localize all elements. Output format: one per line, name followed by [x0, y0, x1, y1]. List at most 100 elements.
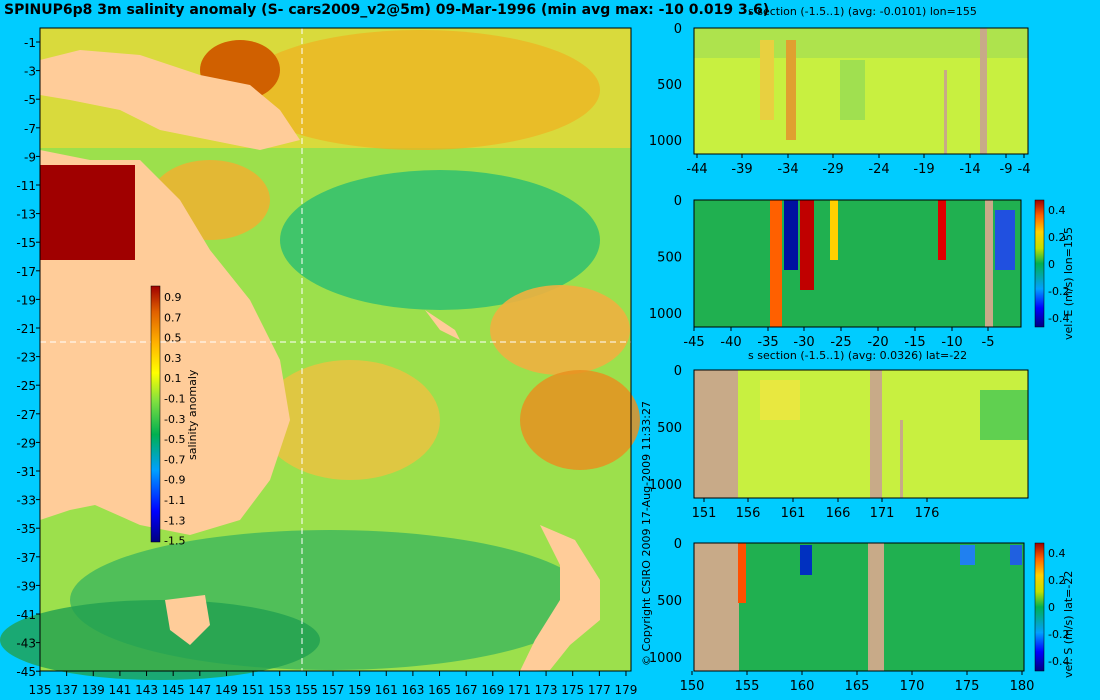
map-y-tick-label: -13: [16, 208, 36, 222]
land-new-guinea: [40, 50, 300, 150]
map-y-tick-label: -7: [24, 122, 36, 136]
section-2-x-tick-label: -30: [793, 335, 814, 350]
map-x-tick-label: 159: [348, 683, 371, 697]
section-1-x-tick-label: -4: [1018, 162, 1031, 177]
map-x-tick-label: 167: [455, 683, 478, 697]
section-4-x-tick-label: 180: [1010, 679, 1035, 694]
section-2-colorbar-tick-label: 0.4: [1048, 204, 1066, 217]
section-3-title: s section (-1.5..1) (avg: 0.0326) lat=-2…: [748, 349, 968, 362]
section-4-y-tick-label: 1000: [649, 651, 682, 666]
salinity-colorbar-tick-label: 0.7: [164, 311, 182, 324]
map-y-tick-label: -41: [16, 608, 36, 622]
section-2-x-tick-label: -40: [720, 335, 741, 350]
map-x-tick-label: 149: [215, 683, 238, 697]
section-1-x-tick-label: -19: [913, 162, 934, 177]
salinity-colorbar-tick-label: -0.1: [164, 393, 185, 406]
salinity-colorbar-tick-label: 0.9: [164, 291, 182, 304]
salinity-colorbar-tick-label: 0.3: [164, 352, 182, 365]
map-y-tick-label: -35: [16, 522, 36, 536]
map-y-tick-label: -5: [24, 93, 36, 107]
section-2-colorbar-tick-label: 0: [1048, 258, 1055, 271]
main-title: SPINUP6p8 3m salinity anomaly (S- cars20…: [4, 2, 770, 18]
map-y-tick-label: -31: [16, 465, 36, 479]
section-2-x-tick-label: -10: [941, 335, 962, 350]
section-1-x-tick-label: -34: [777, 162, 798, 177]
gulf-anomaly: [40, 165, 135, 260]
section-1-y-tick-label: 1000: [649, 134, 682, 149]
section-4-x-tick-label: 175: [955, 679, 980, 694]
salinity-colorbar: [150, 285, 161, 543]
map-y-tick-label: -21: [16, 322, 36, 336]
salinity-colorbar-tick-label: 0.1: [164, 372, 182, 385]
map-y-tick-label: -33: [16, 494, 36, 508]
section-1-title: s section (-1.5..1) (avg: -0.0101) lon=1…: [748, 5, 977, 18]
map-x-tick-label: 175: [561, 683, 584, 697]
map-x-tick-label: 135: [29, 683, 52, 697]
salinity-colorbar-tick-label: -0.3: [164, 413, 185, 426]
section-1-x-tick-label: -39: [731, 162, 752, 177]
section-2-x-tick-label: -45: [683, 335, 704, 350]
map-x-tick-label: 163: [401, 683, 424, 697]
section-1-plot: [693, 27, 1029, 155]
map-x-tick-label: 169: [481, 683, 504, 697]
vel-e-colorbar: [1034, 199, 1045, 328]
map-x-tick-label: 177: [588, 683, 611, 697]
section-1-x-tick-label: -24: [868, 162, 889, 177]
section-4-x-tick-label: 170: [900, 679, 925, 694]
salinity-colorbar-tick-label: -0.9: [164, 474, 185, 487]
salinity-colorbar-tick-label: -0.5: [164, 433, 185, 446]
section-3-x-tick-label: 151: [692, 506, 717, 521]
salinity-colorbar-tick-label: -1.3: [164, 514, 185, 527]
section-2-y-tick-label: 0: [674, 194, 682, 209]
map-plot: [0, 27, 640, 680]
map-y-tick-label: -29: [16, 436, 36, 450]
map-y-tick-label: -3: [24, 65, 36, 79]
map-x-tick-label: 165: [428, 683, 451, 697]
section-1-y-tick-label: 0: [674, 22, 682, 37]
map-x-tick-label: 153: [268, 683, 291, 697]
section-3-plot: [693, 369, 1029, 499]
section-2-y-tick-label: 1000: [649, 307, 682, 322]
section-2-colorbar-tick-label: 0.2: [1048, 231, 1066, 244]
section-1-x-tick-label: -44: [686, 162, 707, 177]
map-y-tick-label: -17: [16, 265, 36, 279]
map-y-tick-label: -11: [16, 179, 36, 193]
section-4-colorbar-tick-label: 0: [1048, 601, 1055, 614]
section-4-y-tick-label: 500: [657, 594, 682, 609]
section-4-y-tick-label: 0: [674, 537, 682, 552]
vel-e-colorbar-label: vel. E (m/s) lon=155: [1062, 227, 1075, 340]
section-1-x-tick-label: -9: [1000, 162, 1013, 177]
section-2-x-tick-label: -25: [830, 335, 851, 350]
section-4-x-tick-label: 150: [680, 679, 705, 694]
section-2-colorbar-tick-label: -0.4: [1048, 312, 1069, 325]
copyright-text: © Copyright CSIRO 2009 17-Aug-2009 11:33…: [640, 400, 653, 666]
section-4-x-tick-label: 155: [735, 679, 760, 694]
section-4-colorbar-tick-label: 0.2: [1048, 574, 1066, 587]
map-x-tick-label: 139: [82, 683, 105, 697]
land-new-caledonia: [425, 310, 460, 340]
salinity-colorbar-tick-label: 0.5: [164, 332, 182, 345]
section-4-colorbar-tick-label: 0.4: [1048, 547, 1066, 560]
section-2-colorbar-tick-label: -0.2: [1048, 285, 1069, 298]
section-4-colorbar-tick-label: -0.2: [1048, 628, 1069, 641]
land-new-zealand: [520, 525, 600, 671]
map-y-tick-label: -23: [16, 351, 36, 365]
section-1-y-tick-label: 500: [657, 78, 682, 93]
section-2-x-tick-label: -15: [904, 335, 925, 350]
section-4-x-tick-label: 165: [845, 679, 870, 694]
map-x-tick-label: 157: [322, 683, 345, 697]
section-3-y-tick-label: 500: [657, 421, 682, 436]
map-x-tick-label: 171: [508, 683, 531, 697]
map-y-tick-label: -39: [16, 579, 36, 593]
section-4-plot: [693, 542, 1025, 672]
section-2-plot: [693, 199, 1022, 328]
section-4-colorbar-tick-label: -0.4: [1048, 655, 1069, 668]
map-x-tick-label: 151: [242, 683, 265, 697]
salinity-colorbar-label: salinity anomaly: [186, 369, 199, 460]
section-3-y-tick-label: 1000: [649, 478, 682, 493]
vel-s-colorbar-label: vel. S (m/s) lat=-22: [1062, 570, 1075, 678]
map-x-tick-label: 141: [108, 683, 131, 697]
map-y-tick-label: -15: [16, 236, 36, 250]
salinity-colorbar-tick-label: -0.7: [164, 453, 185, 466]
salinity-colorbar-tick-label: -1.1: [164, 494, 185, 507]
